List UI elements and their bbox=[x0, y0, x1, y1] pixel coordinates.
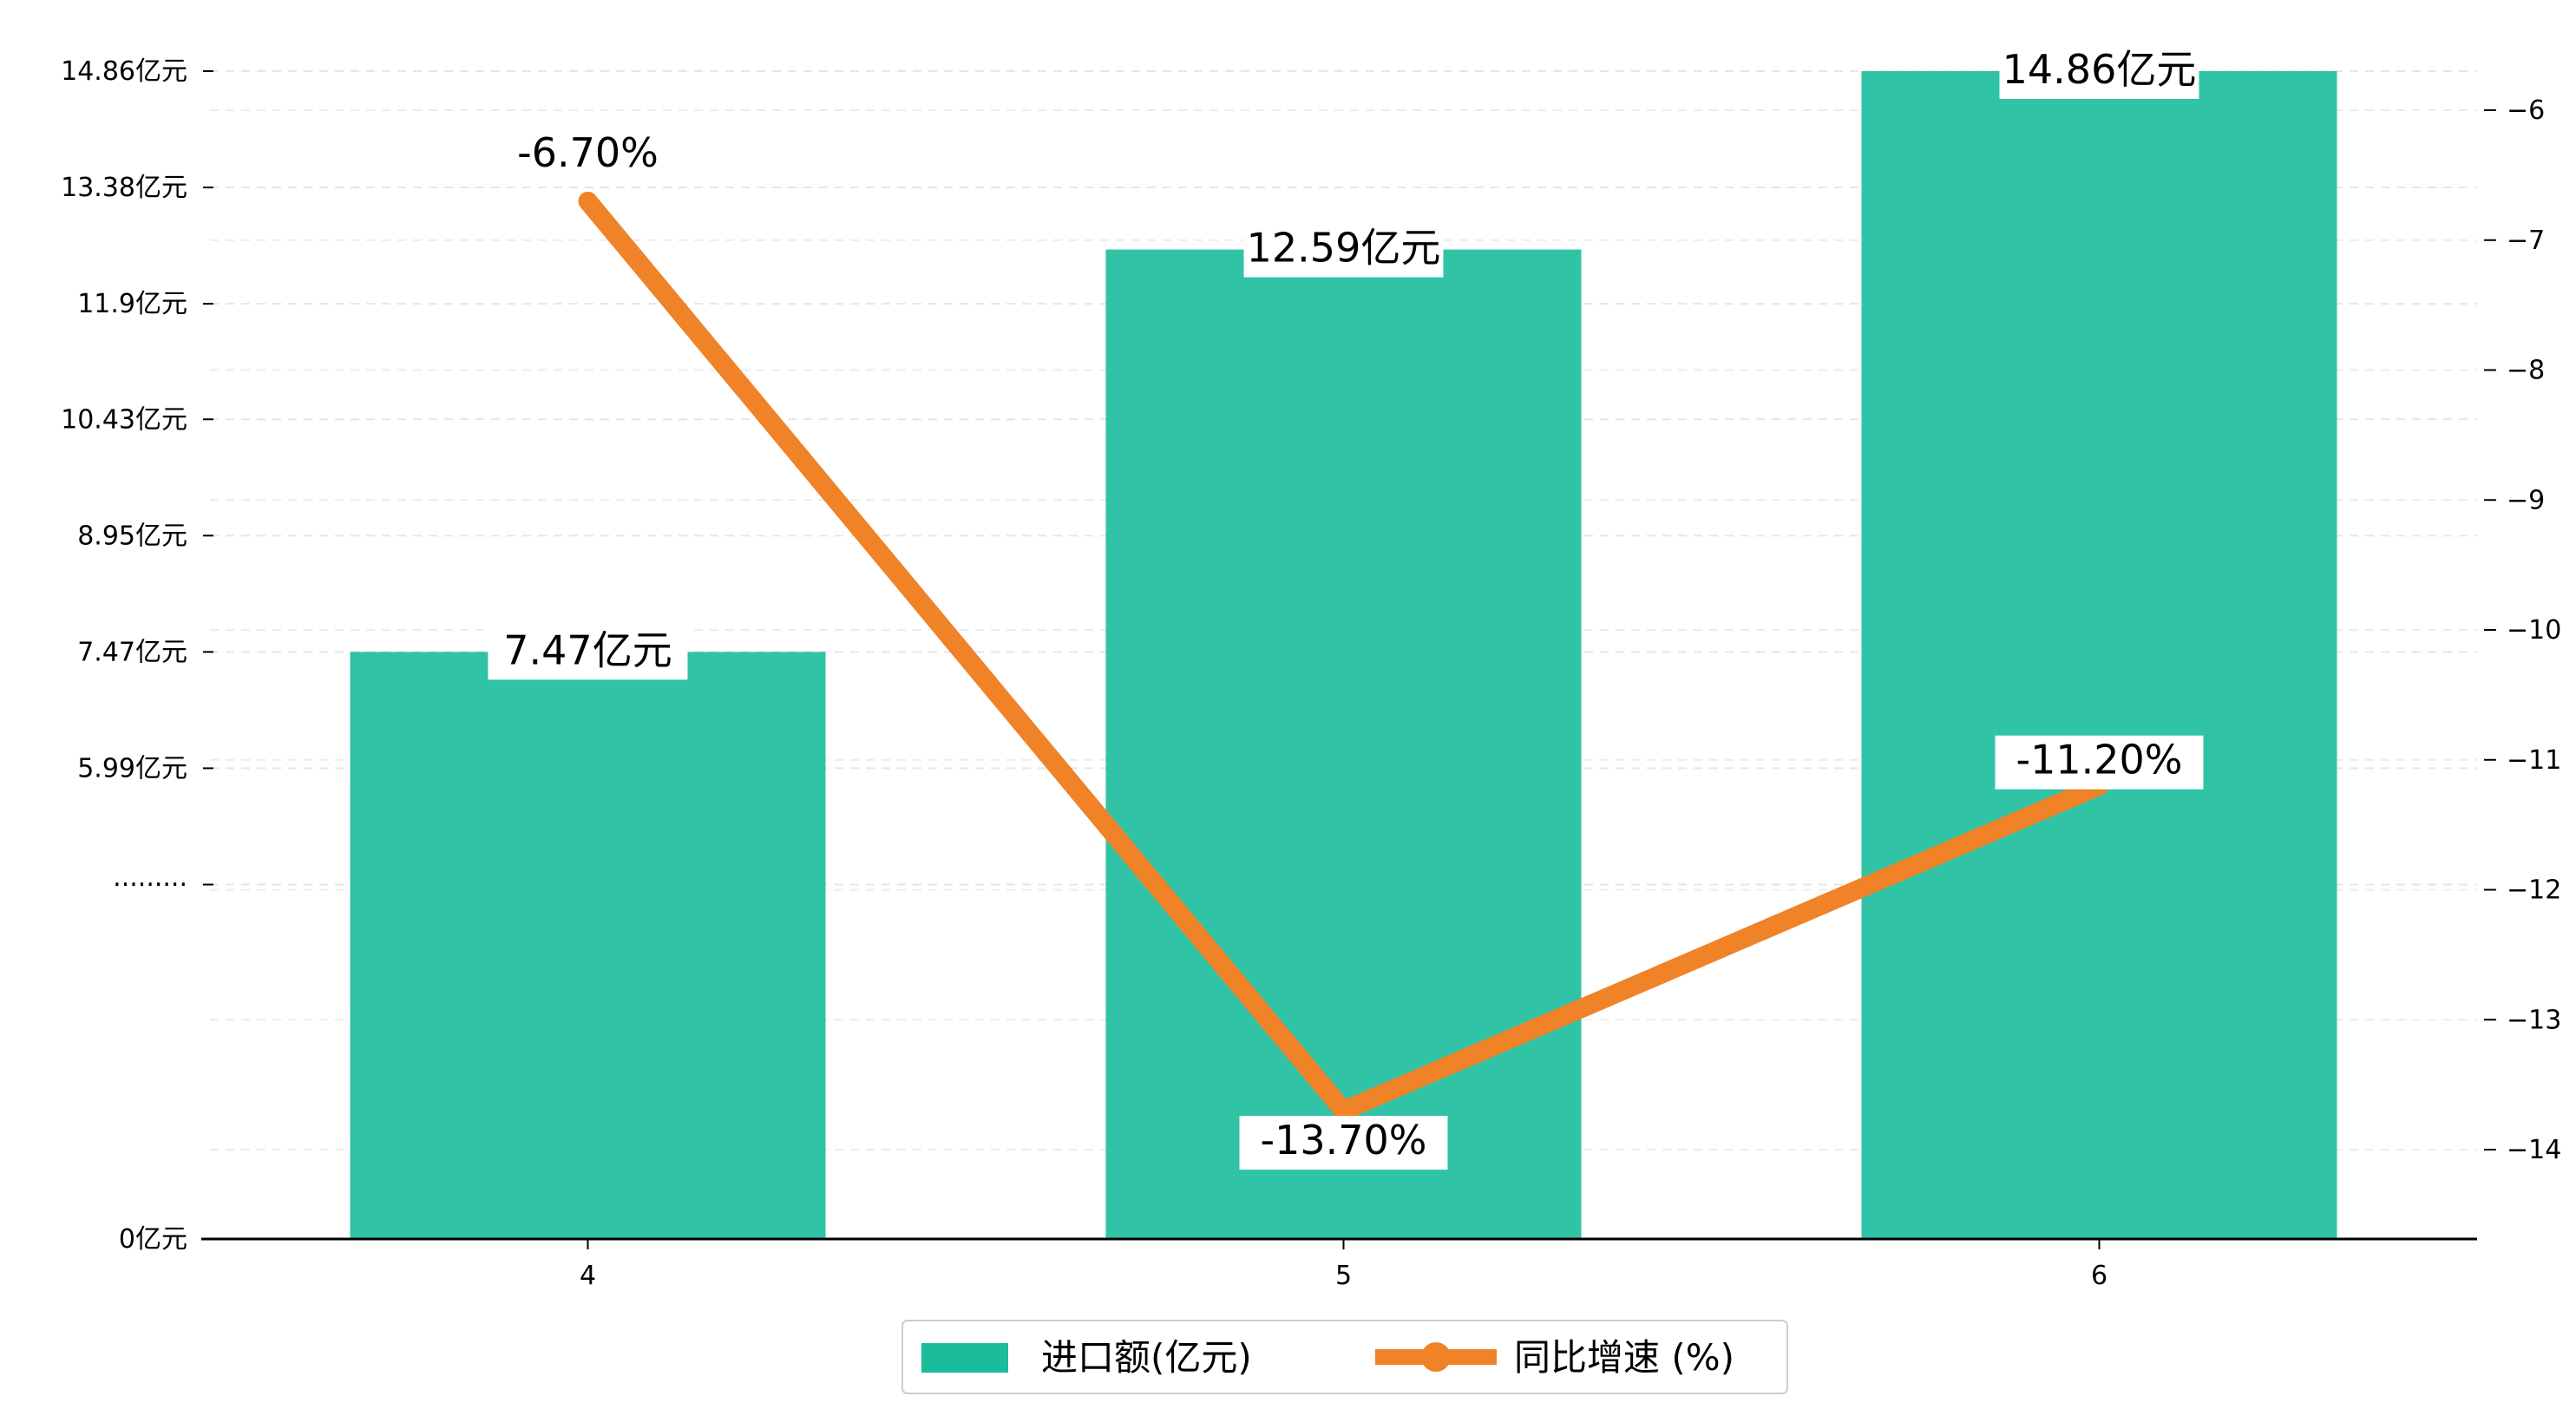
right-tick-label: −14 bbox=[2507, 1135, 2561, 1165]
bar bbox=[1105, 249, 1582, 1239]
right-tick-label: −7 bbox=[2507, 226, 2545, 256]
line-value-label: -13.70% bbox=[1261, 1117, 1427, 1164]
legend-bar-swatch bbox=[921, 1343, 1008, 1373]
right-tick-label: −10 bbox=[2507, 615, 2561, 646]
bar-value-label: 12.59亿元 bbox=[1247, 225, 1441, 272]
left-tick-label: 0亿元 bbox=[119, 1224, 187, 1255]
left-tick-label: 13.38亿元 bbox=[61, 173, 187, 203]
right-tick-label: −11 bbox=[2507, 745, 2561, 776]
axes: 0亿元 ········· 5.99亿元 7.47亿元 8.95亿元 10.43亿元 11.… bbox=[61, 56, 2561, 1291]
line-value-label: -6.70% bbox=[517, 129, 659, 176]
bar bbox=[350, 652, 826, 1239]
bar-value-label-bg bbox=[488, 626, 688, 680]
data-labels: 7.47亿元 12.59亿元 14.86亿元 -6.70% -13.70% -11.20% bbox=[483, 45, 2204, 1170]
line-point bbox=[1334, 1101, 1354, 1121]
right-tick-label: −8 bbox=[2507, 356, 2545, 386]
bar-value-label-bg bbox=[1999, 45, 2199, 99]
right-tick-label: −12 bbox=[2507, 875, 2561, 906]
bar-value-label-bg bbox=[1243, 223, 1444, 278]
bar-series bbox=[350, 71, 2337, 1239]
bar bbox=[1861, 71, 2337, 1239]
line-value-label-bg bbox=[1995, 735, 2204, 790]
line-value-label-bg bbox=[483, 128, 692, 182]
line-point bbox=[578, 191, 598, 211]
left-tick-label: 8.95亿元 bbox=[77, 521, 187, 551]
left-tick-label: 11.9亿元 bbox=[77, 289, 187, 319]
bar-value-label: 14.86亿元 bbox=[2002, 46, 2197, 93]
right-tick-label: −13 bbox=[2507, 1005, 2561, 1035]
line-value-label-bg bbox=[1239, 1116, 1448, 1170]
bar-value-label: 7.47亿元 bbox=[503, 626, 672, 673]
x-tick-label: 4 bbox=[580, 1261, 596, 1291]
line-value-label: -11.20% bbox=[2016, 737, 2183, 783]
left-tick-label: 10.43亿元 bbox=[61, 404, 187, 435]
left-tick-label: 14.86亿元 bbox=[61, 56, 187, 87]
x-tick-label: 6 bbox=[2091, 1261, 2107, 1291]
x-tick-label: 5 bbox=[1335, 1261, 1352, 1291]
left-tick-label: 7.47亿元 bbox=[77, 637, 187, 667]
legend-line-marker bbox=[1421, 1342, 1451, 1372]
left-tick-label: 5.99亿元 bbox=[77, 753, 187, 783]
right-tick-label: −6 bbox=[2507, 95, 2545, 126]
legend-bar-label: 进口额(亿元) bbox=[1041, 1336, 1252, 1379]
legend-line-label: 同比增速 (%) bbox=[1514, 1336, 1734, 1379]
legend-box bbox=[901, 1320, 1788, 1394]
right-tick-label: −9 bbox=[2507, 485, 2545, 515]
legend: 进口额(亿元) 同比增速 (%) bbox=[901, 1320, 1788, 1394]
left-tick-label: ········· bbox=[113, 869, 187, 900]
